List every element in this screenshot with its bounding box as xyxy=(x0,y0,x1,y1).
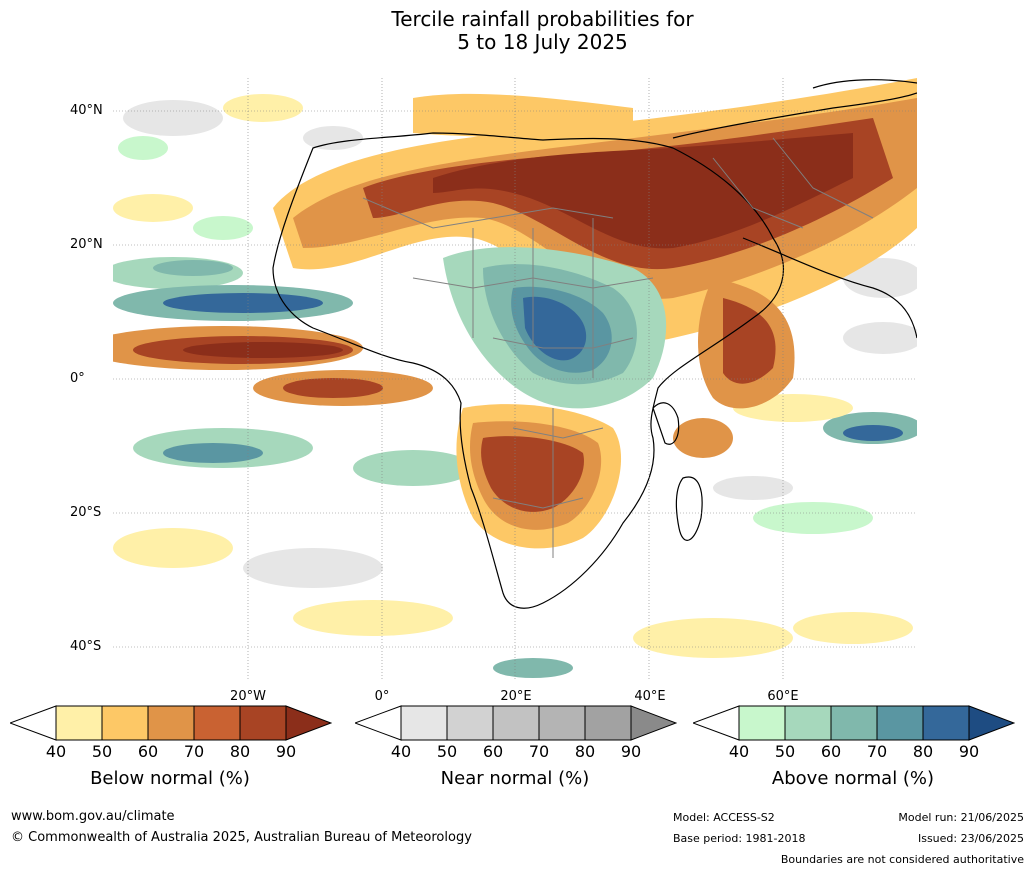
colorbar-above-swatch-2 xyxy=(784,705,832,741)
colorbar-near-swatch-2 xyxy=(446,705,494,741)
footer-model: Model: ACCESS-S2 xyxy=(673,811,775,824)
colorbar-near-normal xyxy=(355,705,677,741)
title-line-2: 5 to 18 July 2025 xyxy=(457,30,628,54)
colorbar-near-swatch-4 xyxy=(538,705,586,741)
legend-below-tick-90: 90 xyxy=(275,742,297,761)
footer-base-period: Base period: 1981-2018 xyxy=(673,832,806,845)
legend-below-tick-60: 60 xyxy=(137,742,159,761)
colorbar-below-swatch-6 xyxy=(285,705,332,741)
footer-issued: Issued: 23/06/2025 xyxy=(917,832,1024,845)
colorbar-below-swatch-0 xyxy=(10,705,57,741)
footer-copyright: © Commonwealth of Australia 2025, Austra… xyxy=(11,830,472,845)
legend-above-tick-60: 60 xyxy=(820,742,842,761)
colorbar-near-swatch-3 xyxy=(492,705,540,741)
map-title: Tercile rainfall probabilities for 5 to … xyxy=(0,8,1035,54)
below-normal-north-africa xyxy=(273,78,917,409)
lat-label-20s: 20°S xyxy=(70,505,102,520)
legend-near-tick-80: 80 xyxy=(574,742,596,761)
legend-below-tick-80: 80 xyxy=(229,742,251,761)
colorbar-above-swatch-5 xyxy=(922,705,970,741)
colorbar-below-swatch-2 xyxy=(101,705,149,741)
colorbar-below-swatch-4 xyxy=(193,705,241,741)
legend-near-tick-50: 50 xyxy=(436,742,458,761)
footer-website: www.bom.gov.au/climate xyxy=(11,809,175,824)
footer-disclaimer: Boundaries are not considered authoritat… xyxy=(780,853,1024,866)
legend-below-tick-40: 40 xyxy=(45,742,67,761)
legend-near-tick-70: 70 xyxy=(528,742,550,761)
above-normal-central-africa xyxy=(443,247,667,409)
legend-near-title: Near normal (%) xyxy=(440,768,590,789)
title-line-1: Tercile rainfall probabilities for xyxy=(391,7,694,31)
background-patches xyxy=(113,94,917,678)
legend-below-tick-50: 50 xyxy=(91,742,113,761)
footer-model-run: Model run: 21/06/2025 xyxy=(898,811,1024,824)
colorbar-near-swatch-6 xyxy=(630,705,677,741)
colorbar-above-swatch-4 xyxy=(876,705,924,741)
lon-label-20w: 20°W xyxy=(230,689,266,704)
colorbar-above-swatch-6 xyxy=(968,705,1015,741)
legend-above-tick-50: 50 xyxy=(774,742,796,761)
legend-above-tick-40: 40 xyxy=(728,742,750,761)
country-borders xyxy=(362,137,874,558)
legend-below-title: Below normal (%) xyxy=(90,768,250,789)
lon-label-40e: 40°E xyxy=(634,689,666,704)
graticule xyxy=(113,78,917,681)
legend-above-normal xyxy=(693,705,1015,741)
colorbar-above-normal xyxy=(693,705,1015,741)
colorbar-above-swatch-3 xyxy=(830,705,878,741)
legend-near-tick-40: 40 xyxy=(390,742,412,761)
lat-label-20n: 20°N xyxy=(70,237,103,252)
colorbar-below-swatch-5 xyxy=(239,705,287,741)
colorbar-above-swatch-1 xyxy=(738,705,786,741)
colorbar-near-swatch-1 xyxy=(400,705,448,741)
colorbar-near-swatch-0 xyxy=(355,705,402,741)
legend-above-title: Above normal (%) xyxy=(771,768,935,789)
lat-label-0: 0° xyxy=(70,371,85,386)
lat-label-40n: 40°N xyxy=(70,103,103,118)
colorbar-below-swatch-1 xyxy=(55,705,103,741)
legend-below-normal xyxy=(10,705,332,741)
coastlines xyxy=(272,79,917,609)
lat-label-40s: 40°S xyxy=(70,639,102,654)
rainfall-probability-map xyxy=(113,78,917,681)
colorbar-above-swatch-0 xyxy=(693,705,740,741)
colorbar-below-swatch-3 xyxy=(147,705,195,741)
legend-near-tick-90: 90 xyxy=(620,742,642,761)
colorbar-below-normal xyxy=(10,705,332,741)
legend-above-tick-80: 80 xyxy=(912,742,934,761)
legend-below-tick-70: 70 xyxy=(183,742,205,761)
map-canvas xyxy=(113,78,917,681)
legend-near-tick-60: 60 xyxy=(482,742,504,761)
lon-label-20e: 20°E xyxy=(500,689,532,704)
colorbar-near-swatch-5 xyxy=(584,705,632,741)
lon-label-60e: 60°E xyxy=(767,689,799,704)
lon-label-0: 0° xyxy=(374,689,390,704)
legend-near-normal xyxy=(355,705,677,741)
legend-above-tick-70: 70 xyxy=(866,742,888,761)
legend-above-tick-90: 90 xyxy=(958,742,980,761)
below-normal-southern-africa xyxy=(456,404,622,549)
